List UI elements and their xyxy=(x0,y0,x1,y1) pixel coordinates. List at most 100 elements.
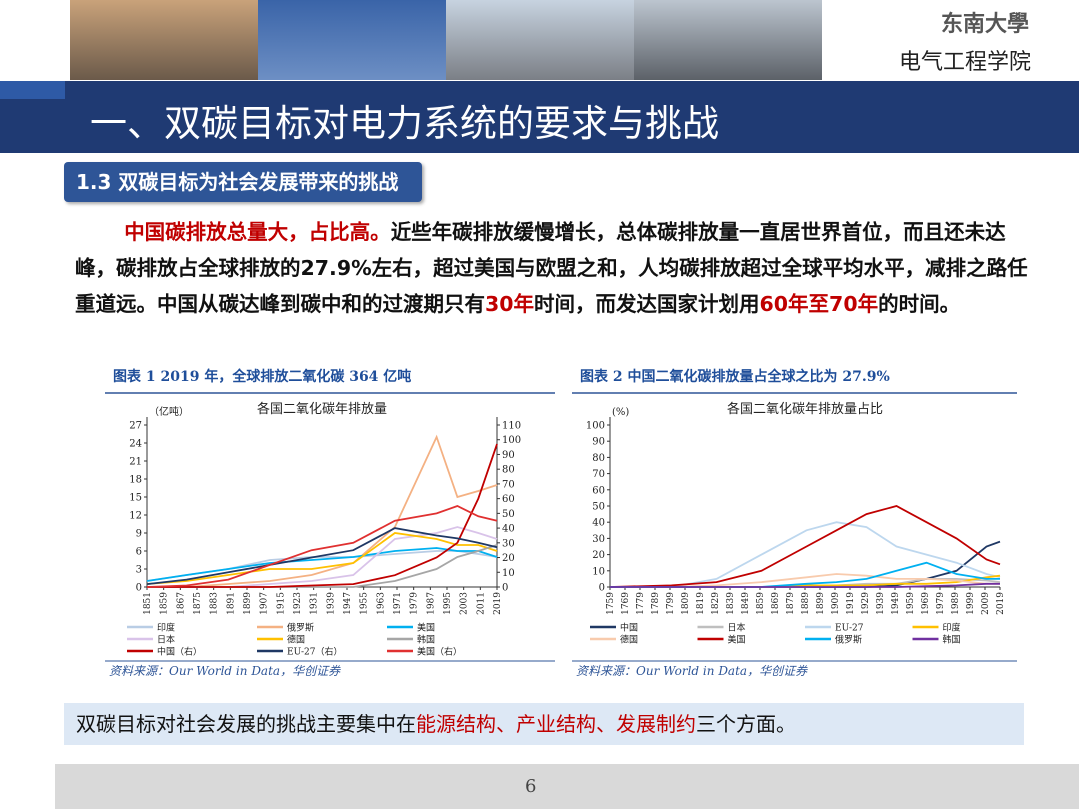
photo xyxy=(446,0,634,80)
y2-tick-label: 80 xyxy=(502,465,515,476)
legend-label: 中国（右） xyxy=(157,646,202,658)
y2-tick-label: 60 xyxy=(502,494,515,505)
series-line xyxy=(146,505,498,588)
x-tick-label: 1923 xyxy=(293,592,303,615)
text: 时间，而发达国家计划用 xyxy=(534,292,760,316)
x-tick-label: 1889 xyxy=(801,592,811,615)
text: 近些年碳排放缓慢增长，总体碳排放量一直居世界首位，而且还未达峰，碳排放占全球排放… xyxy=(75,220,1028,316)
series-line xyxy=(609,505,1001,588)
text: 双碳目标对社会发展的挑战主要集中在 xyxy=(76,712,416,736)
slide-title: 一、双碳目标对电力系统的要求与挑战 xyxy=(90,102,719,145)
section-heading: 1.3 双碳目标为社会发展带来的挑战 xyxy=(64,162,423,202)
x-tick-label: 1939 xyxy=(326,592,336,615)
y-tick-label: 60 xyxy=(592,485,605,496)
y-tick-label: 6 xyxy=(136,547,142,558)
series-line xyxy=(610,573,1000,588)
photo xyxy=(70,0,258,80)
chart-title: 各国二氧化碳年排放量 xyxy=(257,401,387,417)
legend-label: EU-27 xyxy=(835,624,864,634)
x-tick-label: 2009 xyxy=(981,592,991,615)
title-bar: 一、双碳目标对电力系统的要求与挑战 xyxy=(0,81,1079,153)
header-photos xyxy=(70,0,822,80)
x-tick-label: 1899 xyxy=(816,592,826,615)
y-tick-label: 100 xyxy=(586,421,605,432)
series-line xyxy=(147,443,498,588)
paragraph: 中国碳排放总量大，占比高。近些年碳排放缓慢增长，总体碳排放量一直居世界首位，而且… xyxy=(75,214,1033,322)
summary: 双碳目标对社会发展的挑战主要集中在能源结构、产业结构、发展制约三个方面。 xyxy=(64,703,1024,745)
y-tick-label: 12 xyxy=(129,511,142,522)
legend-label: 韩国 xyxy=(417,634,435,646)
x-tick-label: 2019 xyxy=(493,592,503,615)
series-line xyxy=(146,532,498,585)
x-tick-label: 1915 xyxy=(276,592,286,615)
y-tick-label: 0 xyxy=(136,583,142,594)
y-tick-label: 18 xyxy=(129,475,142,486)
legend-label: 日本 xyxy=(728,622,746,634)
x-tick-label: 1995 xyxy=(443,592,453,615)
y-tick-label: 20 xyxy=(592,550,605,561)
x-tick-label: 1999 xyxy=(966,592,976,615)
y-tick-label: 90 xyxy=(592,437,605,448)
y-axis-label: (%) xyxy=(612,407,629,418)
footer: 6 xyxy=(55,764,1079,809)
y2-tick-label: 20 xyxy=(502,553,515,564)
x-tick-label: 1949 xyxy=(891,592,901,615)
y-tick-label: 15 xyxy=(129,493,142,504)
text: 三个方面。 xyxy=(696,712,796,736)
x-tick-label: 1963 xyxy=(376,592,386,615)
legend-label: 日本 xyxy=(157,634,175,646)
x-tick-label: 1907 xyxy=(260,592,270,615)
text: 的时间。 xyxy=(878,292,961,316)
emphasis-text: 能源结构、产业结构、发展制约 xyxy=(416,712,696,736)
y-tick-label: 70 xyxy=(592,469,605,480)
x-tick-label: 1979 xyxy=(410,592,420,615)
x-tick-label: 1969 xyxy=(921,592,931,615)
legend-label: 德国 xyxy=(287,634,305,646)
x-tick-label: 1939 xyxy=(876,592,886,615)
series-line xyxy=(610,521,1001,588)
x-tick-label: 1839 xyxy=(726,592,736,615)
y-tick-label: 27 xyxy=(129,421,142,432)
x-tick-label: 1869 xyxy=(771,592,781,615)
legend-label: 德国 xyxy=(620,634,638,646)
y-tick-label: 9 xyxy=(136,529,142,540)
emphasis-text: 30年 xyxy=(485,292,535,316)
logo: 东南大學 xyxy=(940,11,1029,37)
x-tick-label: 1899 xyxy=(243,592,253,615)
x-tick-label: 1849 xyxy=(741,592,751,615)
x-tick-label: 1989 xyxy=(951,592,961,615)
x-tick-label: 1947 xyxy=(343,592,353,615)
y2-tick-label: 30 xyxy=(502,538,515,549)
x-tick-label: 1891 xyxy=(226,592,236,615)
caption: 图表 1 2019 年，全球排放二氧化碳 364 亿吨 xyxy=(113,368,411,385)
legend-label: 印度 xyxy=(943,622,961,634)
x-tick-label: 2003 xyxy=(460,592,470,615)
y2-tick-label: 110 xyxy=(502,421,521,432)
y2-tick-label: 0 xyxy=(502,583,508,594)
series-line xyxy=(610,582,1000,588)
legend-label: 印度 xyxy=(157,622,175,634)
page-number: 6 xyxy=(525,776,537,797)
source: 资料来源：Our World in Data，华创证券 xyxy=(576,664,808,678)
x-tick-label: 1971 xyxy=(393,592,403,615)
x-tick-label: 1879 xyxy=(786,592,796,615)
x-tick-label: 2011 xyxy=(476,592,486,615)
x-tick-label: 2019 xyxy=(996,592,1006,615)
x-tick-label: 1979 xyxy=(936,592,946,615)
y-tick-label: 80 xyxy=(592,453,605,464)
department: 电气工程学院 xyxy=(898,50,1031,75)
y-tick-label: 21 xyxy=(129,457,142,468)
legend-label: 俄罗斯 xyxy=(835,634,862,646)
x-tick-label: 1799 xyxy=(666,592,676,615)
x-tick-label: 1867 xyxy=(176,592,186,615)
series-line xyxy=(146,527,498,585)
y-tick-label: 10 xyxy=(592,566,605,577)
y2-tick-label: 70 xyxy=(502,479,515,490)
x-tick-label: 1769 xyxy=(621,592,631,615)
legend-label: 俄罗斯 xyxy=(287,622,314,634)
x-tick-label: 1955 xyxy=(360,592,370,615)
x-tick-label: 1931 xyxy=(310,592,320,615)
x-tick-label: 1883 xyxy=(210,592,220,615)
